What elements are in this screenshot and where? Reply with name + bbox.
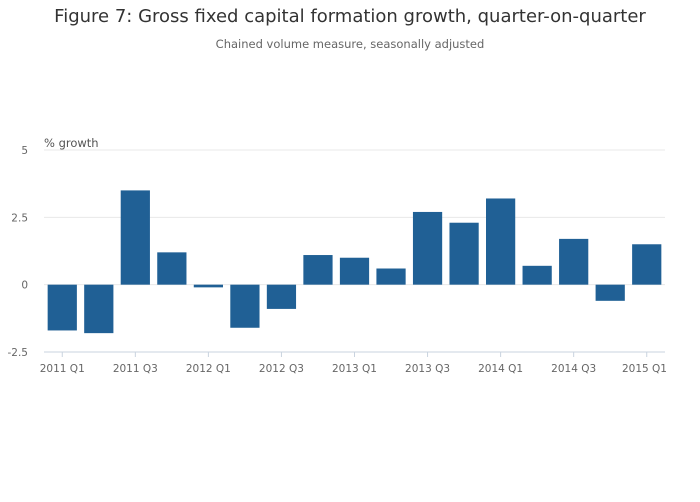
- y-axis-ticks: -2.5 0 2.5 5: [8, 145, 29, 359]
- bar[interactable]: [522, 265, 552, 285]
- x-axis-ticks: 2011 Q1 2011 Q3 2012 Q1 2012 Q3 2013 Q1 2013 …: [40, 352, 667, 375]
- bar[interactable]: [339, 257, 370, 285]
- y-axis-label: % growth: [44, 136, 99, 150]
- bar[interactable]: [193, 284, 223, 288]
- x-tick-label: 2012 Q1: [186, 363, 231, 375]
- x-tick-label: 2012 Q3: [259, 363, 304, 375]
- bar[interactable]: [84, 284, 114, 334]
- bar[interactable]: [120, 190, 150, 285]
- x-tick-label: 2011 Q1: [40, 363, 85, 375]
- x-tick-label: 2013 Q1: [332, 363, 377, 375]
- bar[interactable]: [266, 284, 297, 309]
- bar[interactable]: [449, 222, 479, 285]
- chart-subtitle: Chained volume measure, seasonally adjus…: [215, 37, 485, 51]
- x-tick-label: 2015 Q1: [622, 363, 667, 375]
- bar[interactable]: [595, 284, 625, 301]
- bar[interactable]: [157, 252, 187, 285]
- y-tick-label: 2.5: [11, 212, 28, 224]
- bar[interactable]: [230, 284, 260, 328]
- chart-title: Figure 7: Gross fixed capital formation …: [54, 6, 646, 27]
- x-tick-label: 2014 Q3: [551, 363, 596, 375]
- bar[interactable]: [559, 238, 589, 285]
- x-tick-label: 2013 Q3: [405, 363, 450, 375]
- bar[interactable]: [412, 211, 443, 285]
- x-tick-label: 2011 Q3: [113, 363, 158, 375]
- bar[interactable]: [47, 284, 77, 331]
- bar[interactable]: [632, 244, 662, 285]
- bar[interactable]: [303, 255, 333, 285]
- y-tick-label: 5: [21, 145, 28, 157]
- bars: [47, 190, 662, 334]
- y-tick-label: -2.5: [8, 347, 29, 359]
- y-tick-label: 0: [21, 280, 28, 292]
- bar[interactable]: [486, 198, 516, 285]
- x-tick-label: 2014 Q1: [478, 363, 523, 375]
- bar[interactable]: [376, 268, 406, 285]
